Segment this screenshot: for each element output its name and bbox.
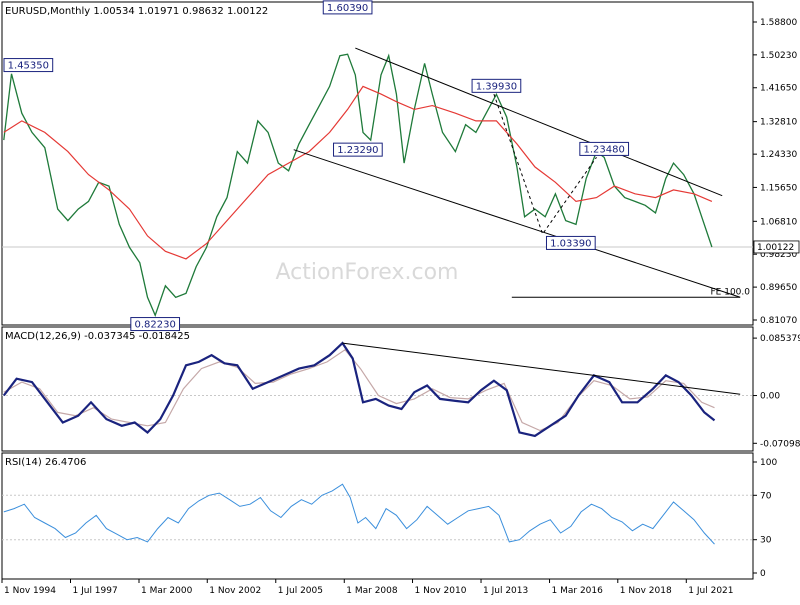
macd-line	[2, 341, 716, 438]
time-tick-label: 1 Nov 1994	[4, 586, 56, 596]
price-y-tick-label: 1.24330	[760, 150, 797, 160]
price-y-tick-label: 1.58800	[760, 18, 797, 28]
macd-y-tick-label: 0.085379	[760, 334, 800, 344]
moving-average-line	[3, 85, 713, 260]
macd-y-tick-label: 0.00	[760, 392, 780, 402]
price-y-tick-label: 1.32810	[760, 118, 797, 128]
price-annotation-box	[579, 141, 630, 156]
time-tick-label: 1 Jul 2021	[688, 586, 733, 596]
time-tick-label: 1 Jul 2005	[278, 586, 323, 596]
axis-layer: 1.58800 1.50230 1.41650 1.32810 1.24330 1.156…	[1, 18, 800, 596]
time-tick-label: 1 Jul 2013	[483, 586, 528, 596]
symbol-header: EURUSD,Monthly 1.00534 1.01971 0.98632 1…	[5, 6, 268, 17]
price-annotation-label: 1.03390	[550, 238, 591, 249]
macd-layer	[2, 341, 753, 438]
price-annotation-box	[3, 58, 54, 73]
macd-signal-line	[3, 348, 715, 432]
price-annotation-box	[333, 142, 383, 157]
current-price-box	[753, 240, 800, 254]
price-annotation-label: 1.23480	[584, 144, 625, 155]
time-tick-label: 1 Nov 2018	[620, 586, 672, 596]
rsi-line	[3, 483, 715, 545]
watermark: ActionForex.com	[276, 260, 459, 285]
time-tick-label: 1 Mar 2016	[552, 586, 604, 596]
rsi-panel-frame	[1, 452, 754, 580]
price-layer: FE 100.0 1.45350 1.60390 1.39930 1.23290 1.23…	[2, 0, 753, 332]
rsi-layer	[2, 483, 753, 545]
channel-lower-line	[293, 149, 741, 298]
time-tick-label: 1 Mar 2000	[141, 586, 193, 596]
price-y-tick-label: 0.89650	[760, 283, 797, 293]
price-annotation-label: 0.82230	[134, 320, 175, 331]
price-annotation-box	[471, 78, 522, 93]
price-y-tick-label: 0.98230	[760, 250, 797, 260]
macd-y-tick-label: -0.070989	[760, 439, 800, 449]
time-tick-label: 1 Nov 2010	[415, 586, 467, 596]
price-annotation-label: 1.60390	[327, 3, 368, 14]
macd-panel-frame	[1, 326, 754, 452]
price-annotation-box	[322, 0, 373, 15]
macd-label: MACD(12,26,9) -0.037345 -0.018425	[5, 331, 190, 342]
dotted-path-line	[493, 93, 597, 236]
price-annotation-box	[545, 235, 596, 250]
rsi-y-tick-label: 30	[760, 536, 772, 546]
macd-trendline	[342, 342, 741, 395]
price-annotation-label: 1.45350	[8, 61, 49, 72]
channel-upper-line	[355, 47, 723, 197]
time-tick-label: 1 Jul 1997	[73, 586, 118, 596]
time-tick-label: 1 Nov 2002	[209, 586, 261, 596]
rsi-y-tick-label: 100	[760, 458, 777, 468]
rsi-label: RSI(14) 26.4706	[5, 457, 86, 468]
price-annotation-box	[130, 317, 181, 332]
fe-label: FE 100.0	[711, 287, 751, 297]
price-annotation-label: 1.23290	[337, 145, 378, 156]
price-annotation-label: 1.39930	[476, 81, 517, 92]
time-tick-label: 1 Mar 2008	[346, 586, 398, 596]
price-y-tick-label: 0.81070	[760, 316, 797, 326]
price-y-tick-label: 1.15650	[760, 183, 797, 193]
current-price-label: 1.00122	[757, 243, 794, 253]
price-y-tick-label: 1.06810	[760, 217, 797, 227]
rsi-y-tick-label: 0	[760, 569, 766, 579]
price-panel-frame	[1, 1, 754, 326]
price-y-tick-label: 1.50230	[760, 51, 797, 61]
price-y-tick-label: 1.41650	[760, 84, 797, 94]
rsi-y-tick-label: 70	[760, 491, 772, 501]
